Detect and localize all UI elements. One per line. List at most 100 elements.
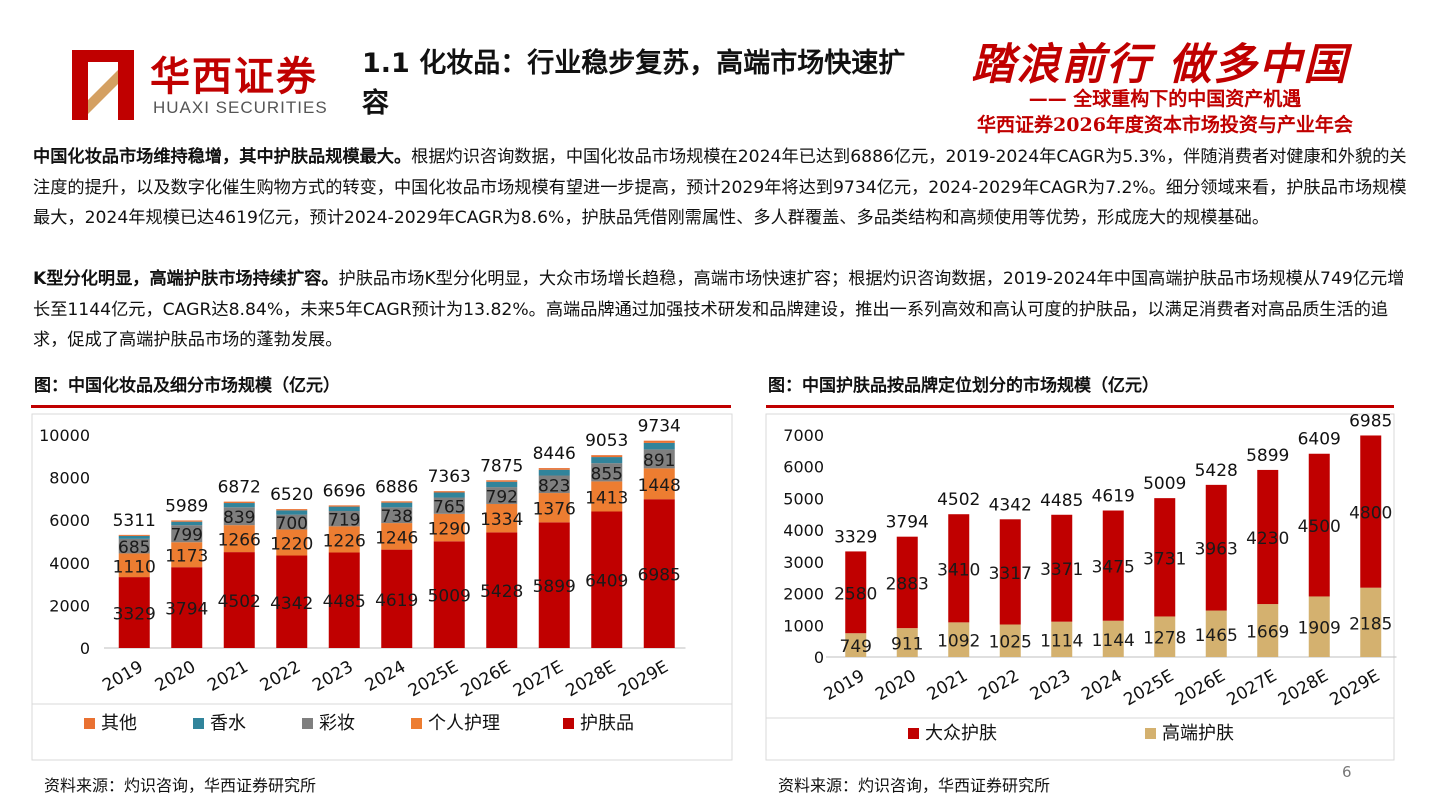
bar-segment xyxy=(643,442,675,450)
legend-swatch xyxy=(193,718,204,729)
data-label: 685 xyxy=(118,538,150,558)
legend-label: 大众护肤 xyxy=(925,723,997,744)
data-label: 2883 xyxy=(886,574,929,594)
x-tick-label: 2022 xyxy=(257,657,304,696)
bar-segment xyxy=(999,624,1021,657)
bar-segment xyxy=(328,511,360,527)
x-tick-label: 2028E xyxy=(1275,666,1332,710)
legend-swatch xyxy=(563,718,574,729)
total-label: 5428 xyxy=(1195,461,1238,481)
bar-segment xyxy=(223,501,255,504)
bar-segment xyxy=(1257,469,1279,605)
total-label: 9053 xyxy=(585,431,628,451)
bar-segment xyxy=(433,491,465,493)
bar-segment xyxy=(328,526,360,553)
data-label: 891 xyxy=(643,451,675,471)
total-label: 4342 xyxy=(989,495,1032,515)
y-tick-label: 2000 xyxy=(783,585,824,604)
x-tick-label: 2026E xyxy=(457,657,514,701)
data-label: 1278 xyxy=(1143,629,1186,649)
bar-segment xyxy=(223,552,255,648)
data-label: 3317 xyxy=(989,564,1032,584)
bar-segment xyxy=(591,455,623,458)
legend-box xyxy=(765,717,1395,761)
total-label: 6696 xyxy=(323,481,366,501)
bar-segment xyxy=(328,552,360,648)
total-label: 6409 xyxy=(1298,430,1341,450)
bar-segment xyxy=(538,469,570,476)
data-label: 3475 xyxy=(1092,558,1135,578)
bar-segment xyxy=(381,549,413,648)
bar-segment xyxy=(1360,587,1382,657)
legend-label: 香水 xyxy=(210,713,246,734)
legend-label: 个人护理 xyxy=(428,713,500,734)
total-label: 4485 xyxy=(1040,491,1083,511)
bar-segment xyxy=(223,507,255,526)
y-tick-label: 6000 xyxy=(783,458,824,477)
data-label: 4619 xyxy=(375,591,418,611)
data-label: 823 xyxy=(538,476,570,496)
x-tick-label: 2023 xyxy=(1027,666,1074,705)
bar-segment xyxy=(845,633,867,657)
data-label: 2185 xyxy=(1349,614,1392,634)
page-number: 6 xyxy=(1342,763,1352,781)
total-label: 6985 xyxy=(1349,411,1392,431)
conference-subtitle: —— 全球重构下的中国资产机遇 xyxy=(1028,88,1302,110)
chart-title-cosmetics: 图：中国化妆品及细分市场规模（亿元） xyxy=(34,376,340,396)
legend-label: 彩妆 xyxy=(319,713,355,734)
x-tick-label: 2020 xyxy=(152,657,199,696)
bar-segment xyxy=(948,622,970,657)
bar-segment xyxy=(328,506,360,512)
data-label: 1025 xyxy=(989,633,1032,653)
total-label: 8446 xyxy=(533,444,576,464)
bar-segment xyxy=(118,553,150,578)
bar-segment xyxy=(381,507,413,524)
bar-segment xyxy=(591,457,623,464)
total-label: 4619 xyxy=(1092,487,1135,507)
y-tick-label: 4000 xyxy=(49,554,90,573)
data-label: 1144 xyxy=(1092,631,1135,651)
bar-segment xyxy=(486,487,518,504)
data-label: 799 xyxy=(171,526,203,546)
bar-segment xyxy=(1308,453,1330,597)
data-label: 6985 xyxy=(638,566,681,586)
bar-segment xyxy=(1102,620,1124,657)
legend-swatch xyxy=(1145,728,1156,739)
bar-segment xyxy=(999,519,1021,625)
bar-segment xyxy=(1051,514,1073,622)
bar-segment xyxy=(948,514,970,623)
bar-segment xyxy=(276,510,308,515)
bar-segment xyxy=(1102,510,1124,621)
data-label: 5428 xyxy=(480,582,523,602)
data-label: 3329 xyxy=(113,605,156,625)
paragraph-body: 护肤品市场K型分化明显，大众市场增长趋稳，高端市场快速扩容；根据灼识咨询数据，2… xyxy=(33,269,1405,350)
paragraph-market-overview: 中国化妆品市场维持稳增，其中护肤品规模最大。根据灼识咨询数据，中国化妆品市场规模… xyxy=(33,142,1418,234)
bar-segment xyxy=(1205,484,1227,611)
x-tick-label: 2025E xyxy=(405,657,462,701)
x-tick-label: 2023 xyxy=(309,657,356,696)
bar-segment xyxy=(171,521,203,526)
y-tick-label: 0 xyxy=(814,648,824,667)
total-label: 9734 xyxy=(638,417,681,437)
data-label: 738 xyxy=(381,507,413,527)
x-tick-label: 2025E xyxy=(1120,666,1177,710)
bar-segment xyxy=(223,503,255,508)
data-label: 1220 xyxy=(270,535,313,555)
conference-slogan: 踏浪前行 做多中国 xyxy=(971,40,1349,90)
bar-segment xyxy=(1308,596,1330,657)
data-label: 1246 xyxy=(375,528,418,548)
x-tick-label: 2026E xyxy=(1172,666,1229,710)
data-label: 765 xyxy=(433,498,465,518)
paragraph-body: 根据灼识咨询数据，中国化妆品市场规模在2024年已达到6886亿元，2019-2… xyxy=(33,147,1407,228)
bar-segment xyxy=(538,468,570,470)
data-label: 1909 xyxy=(1298,619,1341,639)
data-label: 1226 xyxy=(323,531,366,551)
bar-segment xyxy=(276,555,308,648)
total-label: 4502 xyxy=(937,490,980,510)
data-label: 3371 xyxy=(1040,560,1083,580)
bar-segment xyxy=(276,514,308,530)
bar-segment xyxy=(433,541,465,648)
data-label: 6409 xyxy=(585,572,628,592)
y-tick-label: 8000 xyxy=(49,469,90,488)
